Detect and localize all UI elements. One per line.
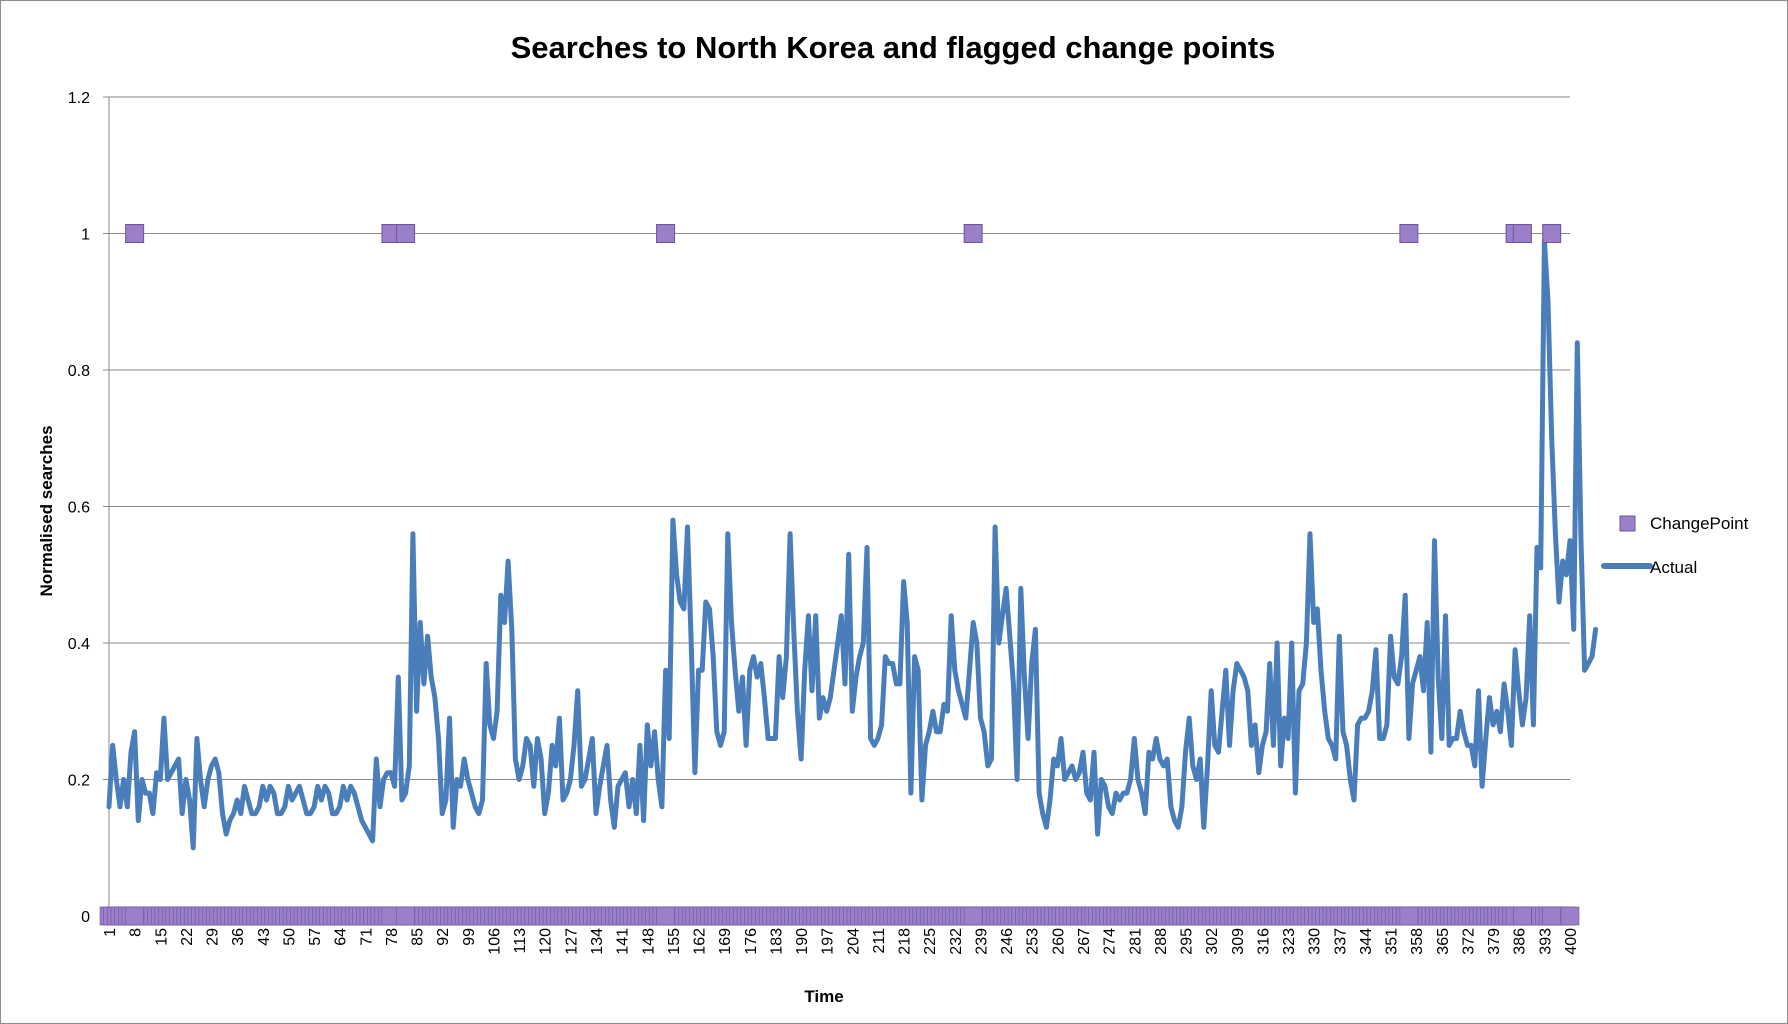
x-tick-label: 120 [538, 928, 555, 955]
x-tick-label: 288 [1153, 928, 1170, 955]
series-actual [106, 237, 1599, 851]
legend-label-changepoint: ChangePoint [1650, 514, 1749, 533]
x-tick-label: 190 [794, 928, 811, 955]
changepoint-marker [1560, 906, 1580, 926]
x-tick-label: 64 [333, 928, 350, 946]
y-tick-label: 1.2 [68, 90, 90, 107]
x-tick-label: 281 [1127, 928, 1144, 955]
changepoint-marker-flagged [125, 224, 145, 243]
x-tick-label: 323 [1281, 928, 1298, 955]
changepoint-marker-flagged [656, 224, 676, 243]
y-tick-label: 0.6 [68, 500, 90, 517]
x-tick-label: 176 [743, 928, 760, 955]
changepoint-marker [396, 906, 415, 926]
x-tick-label: 372 [1460, 928, 1477, 955]
x-tick-label: 246 [999, 928, 1016, 955]
x-tick-label: 148 [640, 928, 657, 955]
x-tick-label: 113 [512, 928, 529, 954]
x-tick-label: 22 [179, 928, 196, 946]
legend-item-changepoint: ChangePoint [1619, 514, 1749, 533]
changepoint-marker-flagged [1542, 224, 1562, 243]
series-changepoint [99, 224, 1580, 926]
changepoint-marker [1399, 906, 1419, 926]
x-tick-label: 127 [563, 928, 580, 955]
series-line-actual [106, 237, 1599, 851]
x-tick-label: 295 [1179, 928, 1196, 955]
x-tick-label: 134 [589, 928, 606, 955]
x-tick-label: 393 [1537, 928, 1554, 955]
x-tick-label: 386 [1512, 928, 1529, 955]
x-tick-label: 197 [820, 928, 837, 955]
x-tick-label: 379 [1486, 928, 1503, 955]
x-tick-label: 36 [230, 928, 247, 946]
y-tick-label: 0.4 [68, 636, 90, 653]
x-tick-label: 253 [1025, 928, 1042, 955]
x-tick-label: 155 [666, 928, 683, 955]
y-tick-label: 0.8 [68, 363, 90, 380]
x-tick-label: 78 [384, 928, 401, 946]
x-tick-label: 211 [871, 928, 888, 954]
x-tick-label: 337 [1332, 928, 1349, 955]
x-axis-title: Time [804, 987, 843, 1006]
x-tick-label: 400 [1563, 928, 1580, 955]
x-tick-label: 365 [1435, 928, 1452, 955]
changepoint-marker-flagged [963, 224, 983, 243]
changepoint-marker [1513, 906, 1532, 926]
x-tick-label: 225 [922, 928, 939, 955]
y-tick-label: 1 [81, 227, 90, 244]
x-tick-label: 309 [1230, 928, 1247, 955]
x-tick-label: 239 [973, 928, 990, 955]
x-tick-label: 1 [102, 928, 119, 937]
x-tick-label: 260 [1050, 928, 1067, 955]
x-tick-label: 358 [1409, 928, 1426, 955]
x-tick-label: 57 [307, 928, 324, 946]
x-tick-label: 330 [1307, 928, 1324, 955]
x-tick-label: 71 [358, 928, 375, 946]
x-tick-label: 302 [1204, 928, 1221, 955]
legend: ChangePoint Actual [1601, 514, 1749, 577]
changepoint-marker [125, 906, 144, 926]
x-tick-label: 15 [153, 928, 170, 946]
legend-item-actual: Actual [1601, 558, 1697, 577]
x-tick-label: 344 [1358, 928, 1375, 955]
x-tick-label: 50 [281, 928, 298, 946]
x-tick-label: 8 [128, 928, 145, 937]
x-tick-label: 141 [615, 928, 632, 955]
y-axis-ticks: 0 0.2 0.4 0.6 0.8 1 1.2 [68, 90, 109, 926]
x-tick-label: 267 [1076, 928, 1093, 955]
x-tick-label: 232 [948, 928, 965, 955]
x-axis-ticks: 1 8 15 22 29 36 43 50 57 64 71 78 85 92 99 106 113 120 127… [102, 916, 1580, 955]
x-tick-label: 43 [256, 928, 273, 946]
changepoint-marker [656, 906, 675, 926]
legend-swatch-changepoint [1619, 515, 1636, 532]
x-tick-label: 351 [1384, 928, 1401, 955]
changepoint-marker-flagged [1512, 224, 1532, 243]
x-tick-label: 29 [205, 928, 222, 946]
changepoint-marker [963, 906, 983, 926]
changepoint-marker-flagged [396, 224, 416, 243]
x-tick-label: 218 [897, 928, 914, 955]
x-tick-label: 92 [435, 928, 452, 946]
x-tick-label: 316 [1255, 928, 1272, 955]
legend-label-actual: Actual [1650, 558, 1697, 577]
x-tick-label: 85 [410, 928, 427, 946]
y-axis-title: Normalised searches [37, 425, 56, 596]
x-tick-label: 204 [845, 928, 862, 955]
changepoint-marker-flagged [1399, 224, 1419, 243]
x-tick-label: 169 [717, 928, 734, 955]
x-tick-label: 162 [692, 928, 709, 955]
y-tick-label: 0 [81, 909, 90, 926]
changepoint-marker [1542, 906, 1561, 926]
chart-title: Searches to North Korea and flagged chan… [511, 30, 1276, 65]
x-tick-label: 274 [1102, 928, 1119, 955]
x-tick-label: 183 [768, 928, 785, 955]
gridlines [109, 96, 1570, 780]
x-tick-label: 106 [486, 928, 503, 955]
y-tick-label: 0.2 [68, 773, 90, 790]
x-tick-label: 99 [461, 928, 478, 946]
